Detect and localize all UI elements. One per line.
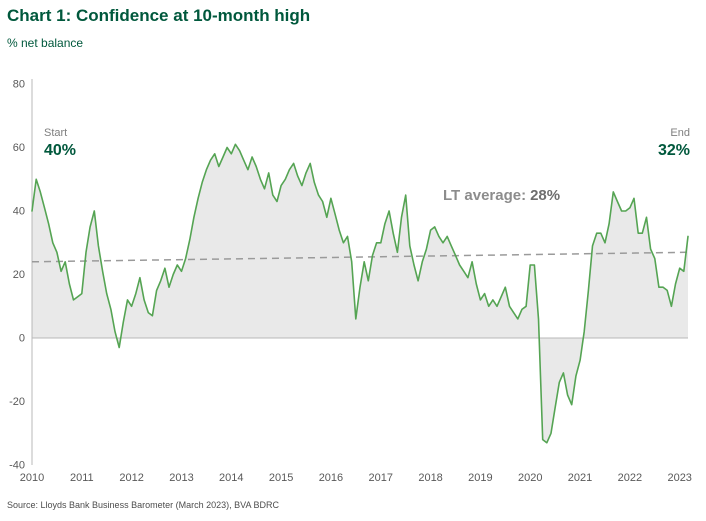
- x-tick-label: 2010: [20, 472, 44, 484]
- x-tick-label: 2013: [169, 472, 193, 484]
- confidence-line: [31, 143, 689, 444]
- y-tick-label: 80: [13, 79, 25, 91]
- x-tick-label: 2019: [468, 472, 492, 484]
- end-label: End: [670, 127, 690, 139]
- x-tick-label: 2018: [418, 472, 442, 484]
- x-tick-label: 2015: [269, 472, 293, 484]
- start-value: 40%: [44, 142, 77, 159]
- y-tick-label: -20: [9, 396, 25, 408]
- y-tick-label: 0: [19, 333, 25, 345]
- x-tick-label: 2016: [319, 472, 343, 484]
- lt-average-annotation: LT average: 28%: [443, 187, 560, 204]
- source-note: Source: Lloyds Bank Business Barometer (…: [7, 500, 279, 510]
- x-tick-label: 2020: [518, 472, 542, 484]
- end-value: 32%: [657, 142, 690, 159]
- x-tick-label: 2023: [667, 472, 691, 484]
- y-tick-label: 20: [13, 269, 25, 281]
- x-tick-label: 2022: [618, 472, 642, 484]
- x-tick-label: 2017: [369, 472, 393, 484]
- x-tick-label: 2021: [568, 472, 592, 484]
- lt-average-value: 28%: [530, 187, 561, 204]
- x-tick-label: 2012: [119, 472, 143, 484]
- chart-title: Chart 1: Confidence at 10-month high: [7, 6, 311, 25]
- y-tick-label: -40: [9, 460, 25, 472]
- lt-average-line: [31, 251, 689, 263]
- start-annotation: Start 40%: [44, 127, 76, 160]
- chart-subtitle: % net balance: [7, 36, 84, 50]
- confidence-area: [32, 144, 688, 443]
- end-annotation: End 32%: [658, 127, 690, 160]
- x-tick-label: 2014: [219, 472, 243, 484]
- x-tick-label: 2011: [70, 472, 94, 484]
- y-tick-label: 40: [13, 206, 25, 218]
- y-tick-label: 60: [13, 142, 25, 154]
- start-label: Start: [44, 127, 68, 139]
- lt-average-label: LT average:: [443, 187, 527, 204]
